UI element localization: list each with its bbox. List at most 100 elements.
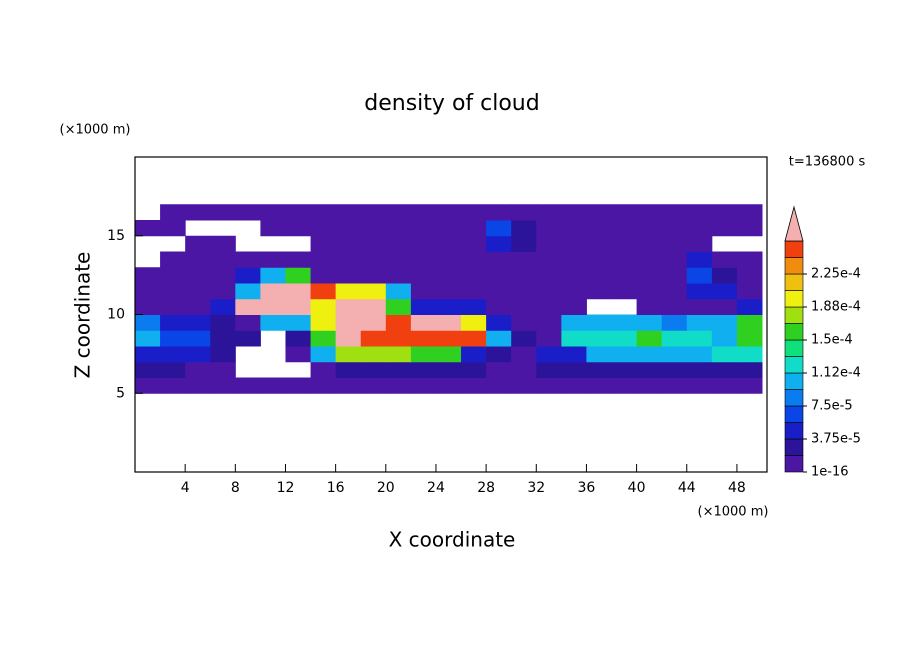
contour-cell: [561, 361, 587, 378]
x-tick-label: 4: [181, 480, 190, 496]
colorbar-band: [784, 306, 804, 324]
contour-cell: [435, 235, 462, 252]
contour-cell: [335, 298, 362, 315]
contour-cell: [661, 251, 688, 268]
contour-cell: [561, 298, 587, 315]
contour-cell: [135, 314, 161, 331]
contour-cell: [310, 283, 337, 300]
contour-cell: [511, 267, 537, 284]
contour-cell: [385, 314, 412, 331]
contour-cell: [561, 204, 587, 221]
contour-cell: [561, 267, 587, 284]
contour-cell: [661, 377, 688, 394]
contour-cell: [235, 251, 261, 268]
colorbar-band: [784, 455, 804, 473]
contour-cell: [711, 220, 738, 237]
contour-cell: [711, 283, 738, 300]
contour-cell: [260, 220, 286, 237]
contour-cell: [536, 298, 562, 315]
contour-cell: [135, 220, 161, 237]
contour-cell: [511, 330, 537, 347]
contour-cell: [661, 235, 688, 252]
contour-cell: [536, 361, 562, 378]
contour-cell: [360, 361, 387, 378]
contour-cell: [285, 220, 312, 237]
contour-cell: [611, 314, 638, 331]
contour-cell: [586, 377, 613, 394]
contour-cell: [686, 377, 713, 394]
contour-cell: [210, 298, 236, 315]
colorbar-band: [784, 339, 804, 357]
contour-cell: [636, 298, 663, 315]
contour-cell: [260, 283, 286, 300]
contour-cell: [461, 346, 487, 363]
contour-cell: [711, 204, 738, 221]
x-tick-label: 8: [231, 480, 240, 496]
contour-cell: [185, 377, 211, 394]
colorbar-tick-label: 1.5e-4: [811, 333, 853, 348]
contour-cell: [310, 314, 337, 331]
x-tick-label: 40: [628, 480, 646, 496]
contour-cell: [486, 330, 512, 347]
contour-cell: [235, 330, 261, 347]
contour-cell: [410, 204, 437, 221]
colorbar-tick-label: 1.88e-4: [811, 300, 861, 315]
contour-cell: [686, 204, 713, 221]
contour-cell: [385, 346, 412, 363]
contour-cell: [385, 235, 412, 252]
contour-cell: [486, 267, 512, 284]
contour-cell: [160, 346, 186, 363]
contour-cell: [636, 361, 663, 378]
contour-cell: [711, 330, 738, 347]
contour-cell: [210, 204, 236, 221]
contour-cell: [310, 267, 337, 284]
contour-cell: [335, 346, 362, 363]
contour-cell: [435, 346, 462, 363]
contour-cell: [611, 204, 638, 221]
contour-cell: [461, 204, 487, 221]
contour-cell: [461, 298, 487, 315]
contour-cell: [335, 204, 362, 221]
contour-cell: [310, 330, 337, 347]
contour-cell: [661, 283, 688, 300]
x-tick-label: 12: [277, 480, 295, 496]
contour-cell: [661, 298, 688, 315]
colorbar-tick-label: 7.5e-5: [811, 399, 853, 414]
contour-cell: [285, 346, 312, 363]
contour-cell: [586, 361, 613, 378]
contour-cell: [235, 298, 261, 315]
contour-cell: [435, 283, 462, 300]
contour-cell: [736, 283, 763, 300]
contour-cell: [360, 204, 387, 221]
contour-cell: [360, 235, 387, 252]
contour-cell: [686, 346, 713, 363]
contour-cell: [185, 314, 211, 331]
contour-cell: [511, 204, 537, 221]
contour-cell: [561, 377, 587, 394]
contour-cell: [335, 361, 362, 378]
contour-cell: [586, 235, 613, 252]
contour-cell: [135, 267, 161, 284]
colorbar-band: [784, 405, 804, 423]
contour-cell: [711, 314, 738, 331]
contour-cell: [661, 267, 688, 284]
contour-cell: [160, 314, 186, 331]
contour-cell: [135, 298, 161, 315]
x-tick-label: 28: [477, 480, 495, 496]
contour-cell: [486, 314, 512, 331]
contour-cell: [260, 251, 286, 268]
chart-title: density of cloud: [364, 91, 539, 116]
colorbar-tick-label: 1e-16: [811, 465, 849, 480]
colorbar-tick-label: 3.75e-5: [811, 432, 861, 447]
contour-cell: [160, 251, 186, 268]
contour-cell: [511, 361, 537, 378]
contour-cell: [185, 204, 211, 221]
contour-cell: [586, 220, 613, 237]
contour-cell: [686, 251, 713, 268]
contour-cell: [486, 220, 512, 237]
contour-cell: [285, 298, 312, 315]
contour-cell: [536, 251, 562, 268]
colorbar-band: [784, 290, 804, 308]
contour-cell: [711, 267, 738, 284]
